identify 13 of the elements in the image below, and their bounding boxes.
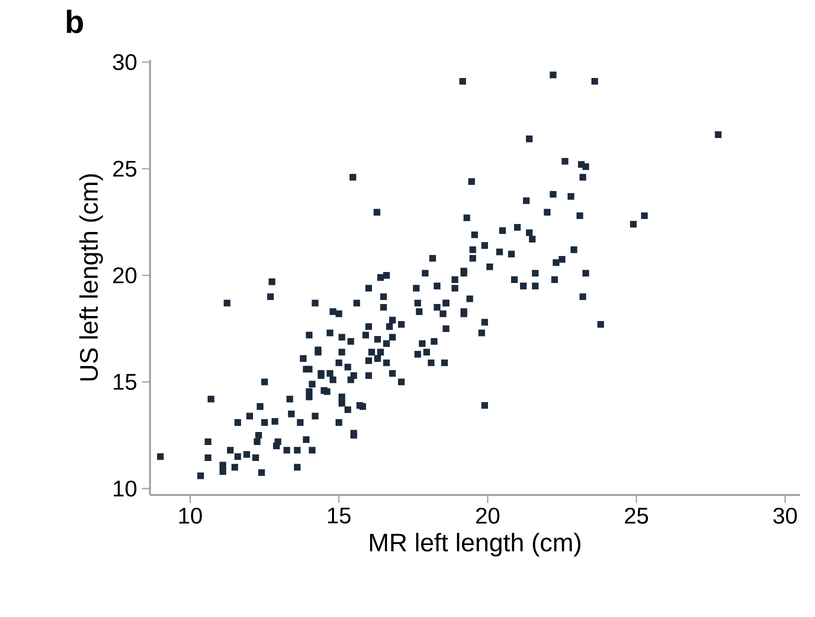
x-tick-label: 30	[773, 508, 797, 524]
y-tick-label: 25	[113, 160, 136, 177]
x-tick-label: 15	[328, 508, 351, 524]
y-axis-title: US left length (cm)	[79, 174, 103, 380]
text: b	[66, 10, 83, 34]
y-tick-label: 20	[113, 267, 136, 284]
x-tick-label: 20	[476, 508, 500, 524]
y-tick-label: 30	[112, 54, 136, 70]
x-tick-label: 25	[624, 508, 648, 524]
y-tick-label: 15	[114, 374, 136, 390]
x-axis-title: MR left length (cm)	[370, 532, 580, 557]
y-tick-label: 10	[114, 480, 136, 497]
x-tick-label: 10	[179, 508, 202, 524]
